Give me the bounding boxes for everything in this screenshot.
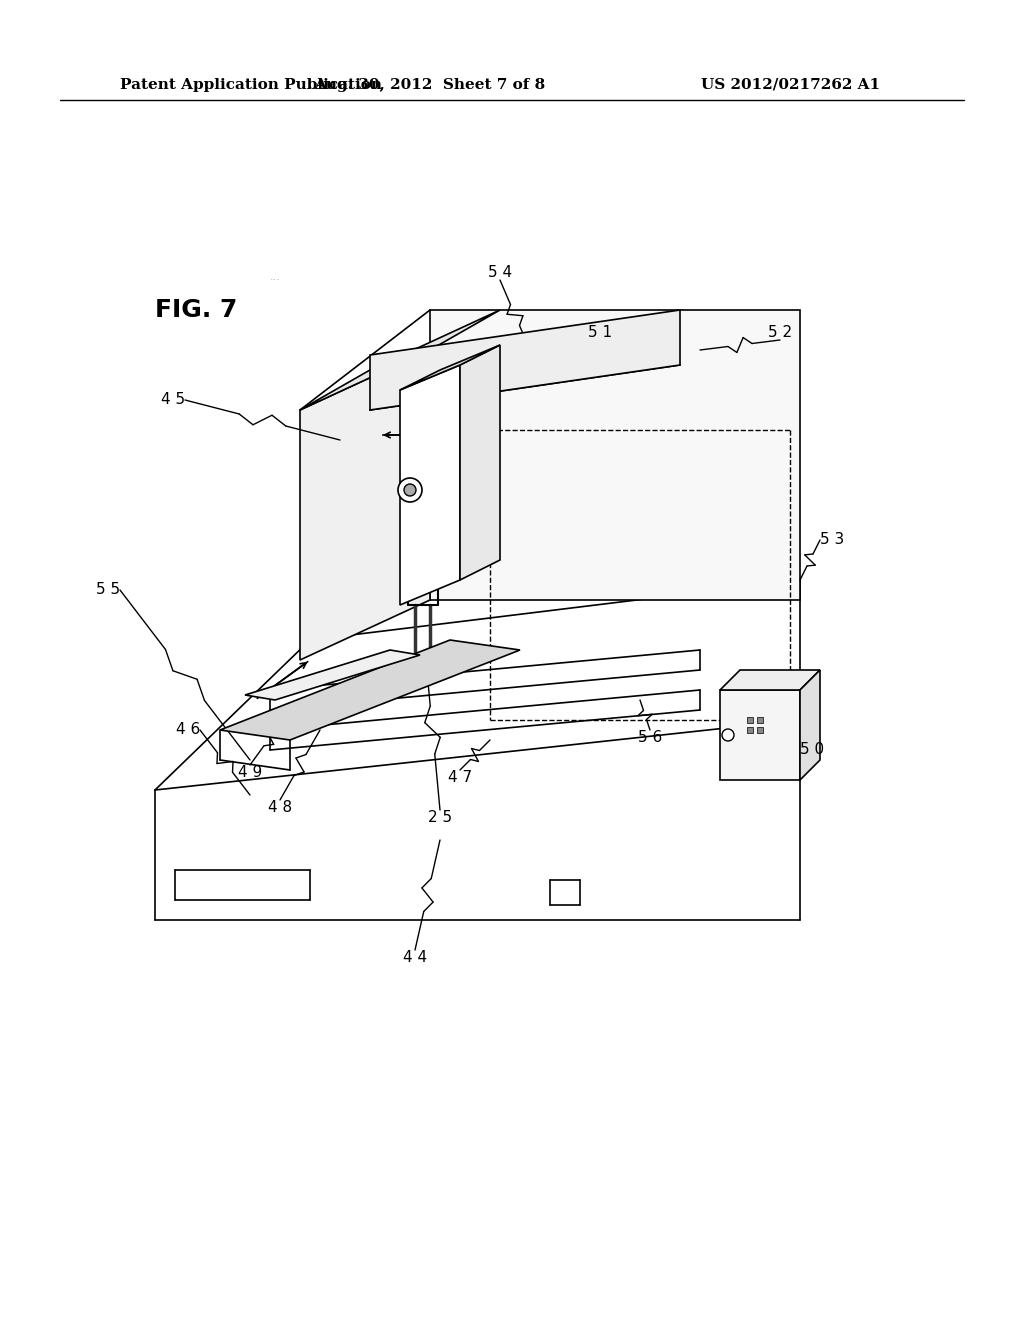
Text: 5 2: 5 2: [768, 325, 792, 341]
Polygon shape: [800, 671, 820, 780]
Text: 5 5: 5 5: [96, 582, 120, 598]
Text: 4 8: 4 8: [268, 800, 292, 814]
Text: 4 5: 4 5: [161, 392, 185, 408]
Polygon shape: [400, 366, 460, 605]
Polygon shape: [720, 671, 820, 690]
Polygon shape: [460, 345, 500, 579]
Text: ...: ...: [269, 272, 281, 282]
Text: 4 6: 4 6: [176, 722, 200, 738]
Bar: [746, 717, 753, 723]
Text: 5 0: 5 0: [800, 742, 824, 758]
Text: 5 4: 5 4: [488, 265, 512, 280]
Bar: [757, 727, 763, 733]
Polygon shape: [300, 350, 430, 660]
Polygon shape: [245, 649, 420, 700]
Text: 5 1: 5 1: [588, 325, 612, 341]
Bar: [757, 717, 763, 723]
Circle shape: [398, 478, 422, 502]
Text: Aug. 30, 2012  Sheet 7 of 8: Aug. 30, 2012 Sheet 7 of 8: [314, 78, 546, 92]
Polygon shape: [220, 640, 520, 741]
Text: Patent Application Publication: Patent Application Publication: [120, 78, 382, 92]
Bar: [746, 727, 753, 733]
Text: 2 5: 2 5: [428, 810, 452, 825]
Circle shape: [722, 729, 734, 741]
Polygon shape: [400, 345, 500, 389]
Circle shape: [404, 484, 416, 496]
Text: FIG. 7: FIG. 7: [155, 298, 238, 322]
Text: US 2012/0217262 A1: US 2012/0217262 A1: [700, 78, 880, 92]
Text: 4 7: 4 7: [447, 770, 472, 785]
Text: 5 3: 5 3: [820, 532, 844, 548]
Polygon shape: [370, 310, 680, 411]
Polygon shape: [720, 690, 800, 780]
Polygon shape: [430, 310, 800, 601]
Text: 4 4: 4 4: [402, 950, 427, 965]
Text: 5 6: 5 6: [638, 730, 663, 744]
Text: 4 9: 4 9: [238, 766, 262, 780]
Polygon shape: [300, 310, 500, 411]
